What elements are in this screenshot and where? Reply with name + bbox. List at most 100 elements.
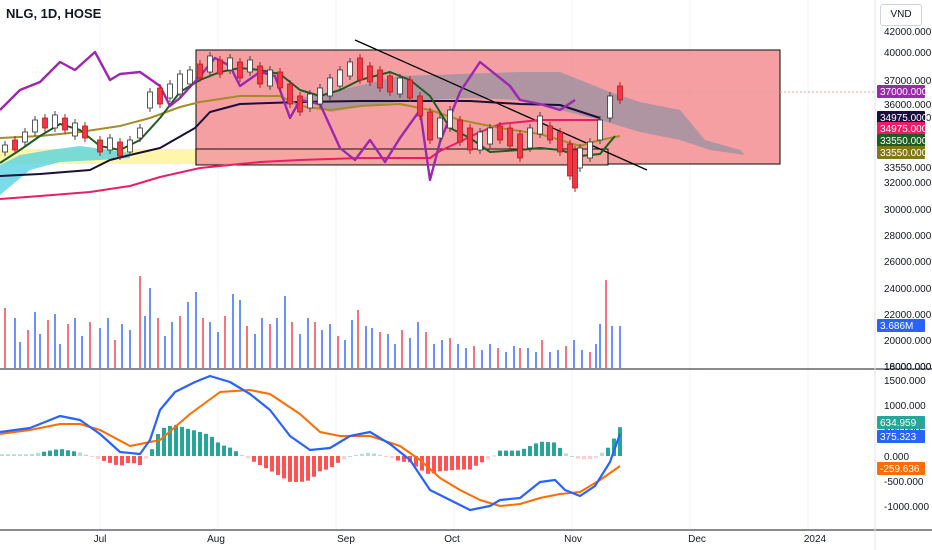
candle	[2, 141, 8, 156]
x-axis-label: Nov	[564, 534, 582, 545]
candle	[457, 116, 463, 146]
candle	[327, 74, 333, 100]
macd-histogram-bar	[252, 456, 256, 462]
candle-body	[167, 83, 173, 99]
macd-histogram-bar	[18, 454, 22, 456]
candle-body	[97, 139, 103, 153]
macd-histogram-bar	[210, 436, 214, 456]
macd-tick-label: 1500.000	[884, 376, 926, 387]
candle-body	[42, 117, 48, 129]
price-tick-label: 28000.000	[884, 231, 932, 242]
macd-histogram-bar	[186, 428, 190, 456]
macd-histogram-bar	[420, 456, 424, 471]
macd-histogram-bar	[228, 447, 232, 456]
price-tick-label: 40000.000	[884, 48, 932, 59]
candle	[127, 136, 133, 156]
candle	[487, 124, 493, 148]
candle-body	[437, 117, 443, 139]
macd-histogram-bar	[234, 451, 238, 456]
macd-histogram-bar	[594, 456, 598, 458]
candle	[62, 114, 68, 134]
x-axis-label: 2024	[804, 534, 827, 545]
candle	[117, 138, 123, 160]
macd-histogram-bar	[612, 438, 616, 456]
macd-histogram-bar	[600, 452, 604, 456]
macd-histogram-bar	[480, 456, 484, 463]
macd-histogram-bar	[102, 456, 106, 461]
macd-histogram-bar	[456, 456, 460, 470]
price-tick-label: 32000.000	[884, 178, 932, 189]
macd-histogram-bar	[474, 456, 478, 466]
candle	[42, 114, 48, 132]
macd-histogram-bar	[216, 442, 220, 456]
price-tick-label: 18000.000	[884, 362, 932, 373]
candle-body	[467, 127, 473, 151]
candle-body	[557, 131, 563, 153]
candle-body	[127, 139, 133, 153]
candle	[337, 66, 343, 90]
candle-body	[477, 131, 483, 151]
candle	[367, 62, 373, 86]
macd-histogram-bar	[576, 456, 580, 459]
macd-histogram-bar	[378, 454, 382, 456]
macd-histogram-bar	[450, 456, 454, 471]
macd-histogram-bar	[84, 454, 88, 456]
svg-text:33550.000: 33550.000	[880, 148, 928, 159]
trend-line	[354, 39, 648, 171]
macd-histogram-bar	[360, 453, 364, 456]
candle-body	[227, 57, 233, 71]
price-tick-label: 20000.000	[884, 336, 932, 347]
candle-body	[397, 77, 403, 95]
macd-histogram-bar	[534, 443, 538, 456]
price-value-label: 34975.000	[877, 122, 928, 135]
macd-histogram-bar	[468, 456, 472, 470]
macd-histogram-bar	[492, 455, 496, 457]
macd-histogram-bar	[366, 452, 370, 456]
candle	[387, 72, 393, 96]
macd-histogram-bar	[426, 456, 430, 474]
candle-body	[237, 61, 243, 79]
macd-histogram-bar	[162, 427, 166, 456]
price-value-label: 33550.000	[877, 146, 928, 159]
macd-histogram-bar	[432, 456, 436, 474]
candle-body	[547, 125, 553, 141]
candle-body	[327, 77, 333, 97]
candle	[397, 74, 403, 98]
candle	[557, 128, 563, 156]
candle	[177, 70, 183, 98]
candle-body	[117, 141, 123, 157]
candle-body	[347, 61, 353, 77]
candle-body	[12, 139, 18, 151]
candle	[287, 80, 293, 108]
candle	[507, 124, 513, 150]
candle-body	[217, 59, 223, 75]
price-value-label: 34975.000	[877, 111, 928, 124]
macd-histogram-bar	[138, 456, 142, 465]
candle	[257, 62, 263, 88]
macd-histogram-bar	[390, 456, 394, 459]
svg-text:-259.636: -259.636	[880, 464, 920, 475]
currency-selector[interactable]: VND	[880, 4, 922, 26]
candle-body	[617, 85, 623, 101]
macd-histogram-bar	[132, 456, 136, 464]
candle-body	[82, 125, 88, 139]
candle	[97, 136, 103, 156]
x-axis-label: Dec	[688, 534, 706, 545]
macd-histogram-bar	[342, 456, 346, 460]
macd-histogram-bar	[294, 456, 298, 482]
macd-histogram-bar	[30, 453, 34, 456]
candle-body	[357, 57, 363, 81]
candle-body	[157, 87, 163, 105]
macd-histogram-bar	[108, 456, 112, 463]
candle	[167, 80, 173, 102]
candle	[427, 108, 433, 144]
candle-body	[497, 125, 503, 141]
macd-histogram-bar	[348, 456, 352, 457]
price-tick-label: 24000.000	[884, 284, 932, 295]
candle-body	[187, 69, 193, 85]
candle	[587, 138, 593, 162]
macd-histogram-bar	[588, 456, 592, 459]
candle-body	[317, 87, 323, 105]
svg-text:34975.000: 34975.000	[880, 113, 928, 124]
